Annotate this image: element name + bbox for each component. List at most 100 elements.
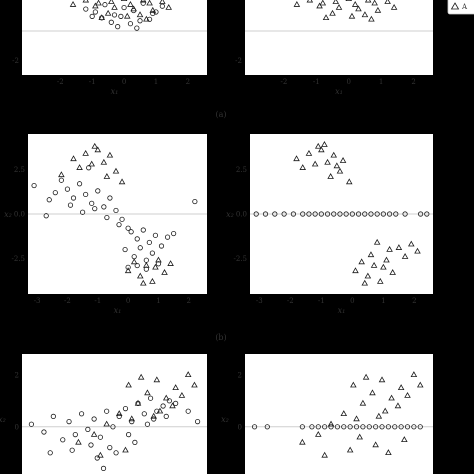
data-point-triangle	[69, 1, 77, 7]
data-point-circle	[64, 186, 71, 192]
data-point-triangle	[401, 436, 408, 442]
y-axis-label: x₂	[226, 210, 234, 219]
data-point-triangle	[373, 238, 381, 245]
data-point-triangle	[394, 402, 402, 409]
data-point-circle	[312, 211, 318, 217]
data-point-triangle	[339, 157, 347, 163]
x-axis-label: x₁	[111, 87, 119, 96]
data-point-circle	[66, 418, 72, 425]
x-axis-label: x₁	[335, 87, 343, 96]
y-tick-label: -2.5	[12, 255, 26, 263]
data-point-circle	[155, 261, 162, 267]
data-point-triangle	[368, 15, 375, 22]
data-point-circle	[149, 250, 155, 256]
legend-triangle-marker	[450, 2, 460, 10]
data-point-triangle	[329, 9, 336, 16]
data-point-circle	[341, 424, 347, 430]
y-tick-label: -2.5	[234, 255, 248, 263]
data-point-circle	[83, 191, 89, 198]
data-point-circle	[152, 232, 159, 238]
x-tick-label: 2	[186, 78, 190, 86]
data-point-circle	[379, 424, 385, 430]
x-tick-label: -2	[280, 78, 287, 86]
data-point-circle	[194, 418, 201, 425]
data-point-circle	[151, 416, 157, 422]
data-point-circle	[318, 211, 324, 217]
data-point-circle	[140, 0, 146, 6]
data-point-triangle	[381, 407, 389, 414]
data-point-circle	[315, 424, 321, 430]
data-point-circle	[380, 211, 386, 217]
data-point-triangle	[345, 0, 353, 1]
data-point-triangle	[172, 384, 179, 390]
data-point-triangle	[321, 451, 328, 458]
data-point-triangle	[161, 269, 168, 275]
data-point-triangle	[191, 381, 198, 388]
data-point-triangle	[332, 0, 340, 4]
data-point-triangle	[91, 142, 99, 149]
data-point-triangle	[397, 384, 405, 390]
data-point-triangle	[139, 0, 147, 3]
data-point-triangle	[70, 155, 77, 162]
data-point-circle	[160, 403, 166, 409]
data-point-circle	[122, 405, 129, 412]
data-point-triangle	[144, 389, 151, 396]
data-point-circle	[306, 211, 312, 217]
data-point-circle	[185, 408, 191, 414]
data-point-triangle	[293, 155, 300, 162]
x-tick-label: -2	[57, 78, 64, 86]
y-tick-label: 2	[15, 371, 19, 379]
x-tick-label: 1	[154, 78, 158, 86]
data-point-triangle	[97, 451, 104, 458]
data-point-triangle	[362, 373, 370, 380]
data-point-triangle	[98, 14, 106, 21]
data-point-circle	[104, 214, 110, 221]
data-point-triangle	[169, 402, 176, 409]
x-tick-label: 0	[122, 78, 126, 86]
data-point-triangle	[319, 0, 327, 6]
data-point-circle	[69, 447, 75, 453]
data-point-circle	[95, 188, 101, 194]
scatter-panel-b-right: -3 -2 -1 0 1 2 2.5 0.0 -2.5 x₁ x₂	[226, 134, 433, 315]
x-tick-label: 2	[411, 78, 415, 86]
data-point-circle	[134, 25, 140, 31]
data-point-circle	[385, 424, 391, 430]
data-point-circle	[134, 236, 140, 242]
data-point-circle	[92, 9, 98, 15]
data-point-circle	[158, 243, 165, 249]
data-point-circle	[337, 211, 343, 217]
data-point-triangle	[103, 420, 110, 427]
data-point-circle	[300, 211, 306, 217]
data-point-triangle	[314, 142, 322, 149]
data-point-circle	[70, 195, 77, 201]
data-point-circle	[137, 245, 143, 251]
data-point-triangle	[315, 430, 322, 437]
x-tick-label: -1	[313, 78, 320, 86]
scatter-panel-a-left: -2 -1 0 1 2 -2 x₁	[12, 0, 207, 96]
x-tick-label: -1	[94, 297, 101, 305]
data-point-triangle	[178, 391, 186, 398]
data-point-triangle	[375, 412, 383, 419]
data-point-circle	[115, 24, 121, 30]
data-point-triangle	[75, 438, 82, 445]
data-point-triangle	[299, 438, 306, 445]
data-point-circle	[122, 246, 128, 253]
data-point-circle	[324, 211, 331, 217]
data-point-circle	[343, 211, 349, 217]
data-point-triangle	[82, 149, 89, 156]
x-tick-label: 1	[381, 297, 385, 305]
data-point-circle	[360, 424, 366, 430]
data-point-triangle	[149, 6, 157, 13]
data-point-triangle	[364, 0, 372, 3]
y-tick-label: -2	[235, 57, 242, 65]
data-point-circle	[137, 18, 143, 24]
x-axis-label: x₁	[338, 306, 346, 315]
data-point-circle	[146, 239, 152, 246]
data-point-triangle	[318, 146, 325, 153]
data-point-triangle	[127, 1, 134, 7]
data-point-triangle	[346, 446, 354, 453]
x-tick-label: -3	[34, 297, 41, 305]
data-point-circle	[125, 264, 131, 270]
data-point-circle	[417, 424, 423, 430]
data-point-circle	[192, 198, 198, 205]
